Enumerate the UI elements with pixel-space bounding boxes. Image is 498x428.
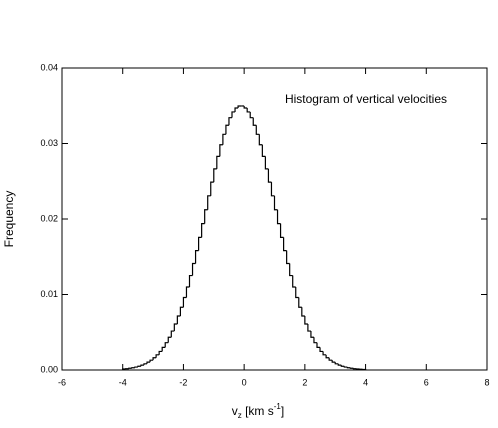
y-axis-label: Frequency [2, 191, 16, 248]
histogram-bin [331, 360, 336, 363]
histogram-bin [276, 209, 281, 225]
x-label-sup: -1 [274, 402, 282, 411]
y-tick-label: 0.03 [40, 138, 58, 148]
histogram-bin [210, 181, 214, 196]
histogram-bin [225, 124, 229, 135]
x-tick-label: 2 [302, 377, 307, 387]
histogram-bin [346, 367, 351, 369]
histogram-bin [340, 365, 345, 367]
histogram-bin [279, 223, 284, 238]
x-tick-label: 8 [484, 377, 489, 387]
histogram-bin [301, 307, 305, 317]
histogram-bin [191, 262, 196, 276]
x-label-sub: z [238, 411, 242, 420]
x-tick-label: 0 [242, 377, 247, 387]
histogram-bin [319, 347, 324, 353]
histogram-bin [304, 316, 308, 325]
x-label-part: v [232, 404, 238, 418]
histogram-bin [143, 363, 147, 366]
y-tick-label: 0.02 [40, 213, 58, 223]
histogram-bin [185, 286, 190, 298]
histogram-bin [201, 223, 205, 238]
histogram-bin [255, 125, 260, 135]
x-label-part: ] [281, 404, 284, 418]
histogram-bin [243, 105, 248, 109]
histogram-bin [322, 351, 327, 356]
histogram-bin [146, 361, 151, 364]
histogram-bin [222, 133, 226, 145]
histogram-bin [152, 357, 157, 361]
x-tick-label: -6 [58, 377, 66, 387]
histogram-bin [316, 342, 321, 348]
x-tick-label: 6 [424, 377, 429, 387]
histogram-bin [158, 350, 163, 355]
histogram-bin [182, 296, 187, 308]
histogram-bin [134, 366, 138, 368]
histogram-bin [325, 354, 330, 359]
x-label-part: [km s [242, 404, 274, 418]
histogram-bin [310, 331, 314, 338]
histogram-bin [194, 250, 199, 264]
histogram-bin [298, 297, 302, 308]
histogram-bin [176, 315, 181, 325]
histogram-bin [258, 134, 263, 146]
histogram-bin [307, 324, 311, 332]
histogram-bin [161, 346, 166, 352]
histogram-bin [337, 363, 342, 366]
plot-frame [61, 67, 488, 371]
histogram-bin [155, 354, 160, 358]
histogram-bin [334, 362, 339, 365]
histogram-bin [313, 337, 317, 344]
histogram-bin [249, 111, 254, 119]
histogram-bin [204, 209, 208, 224]
histogram-bin [283, 237, 287, 252]
histogram-bin [167, 336, 172, 343]
histogram-bin [219, 144, 223, 157]
x-tick-label: -2 [179, 377, 187, 387]
histogram-bin [173, 323, 178, 332]
histogram-bin [361, 368, 367, 371]
histogram-bin [237, 105, 242, 109]
y-tick-label: 0.01 [40, 289, 58, 299]
histogram-bin [343, 366, 348, 368]
x-axis-label: vz [km s-1] [232, 402, 284, 420]
histogram-bin [164, 342, 169, 348]
histogram-bin [349, 367, 354, 369]
y-tick-label: 0.04 [40, 62, 58, 72]
histogram-bin [207, 195, 211, 210]
histogram-bin [270, 182, 275, 197]
histogram-bin [198, 236, 202, 251]
histogram-bin [295, 287, 299, 299]
histogram-bin [137, 365, 141, 368]
histogram-bin [246, 108, 251, 113]
histogram-bin [179, 306, 184, 317]
histogram-bin [149, 359, 154, 363]
histogram-bin [131, 367, 135, 369]
histogram-bin [252, 117, 257, 126]
chart-title: Histogram of vertical velocities [285, 92, 447, 106]
histogram-bin [213, 168, 217, 183]
histogram-bin [328, 357, 333, 361]
histogram-bin [231, 111, 236, 118]
histogram-bin [140, 364, 144, 367]
histogram-bin [289, 263, 293, 277]
histogram-bin [264, 156, 269, 170]
histogram-bin [216, 155, 220, 169]
x-tick-label: -4 [119, 377, 127, 387]
y-tick-label: 0.00 [40, 364, 58, 374]
x-tick-label: 4 [363, 377, 368, 387]
histogram-bin [267, 168, 272, 183]
histogram-bin [122, 368, 126, 370]
histogram-bin [286, 250, 290, 265]
histogram-bin [292, 275, 296, 288]
histogram-bin [261, 144, 266, 158]
histogram-bin [188, 274, 193, 288]
histogram-bin [228, 117, 232, 126]
histogram-bin [170, 330, 175, 338]
histogram-bin [273, 195, 278, 211]
histogram-bin [234, 107, 239, 112]
